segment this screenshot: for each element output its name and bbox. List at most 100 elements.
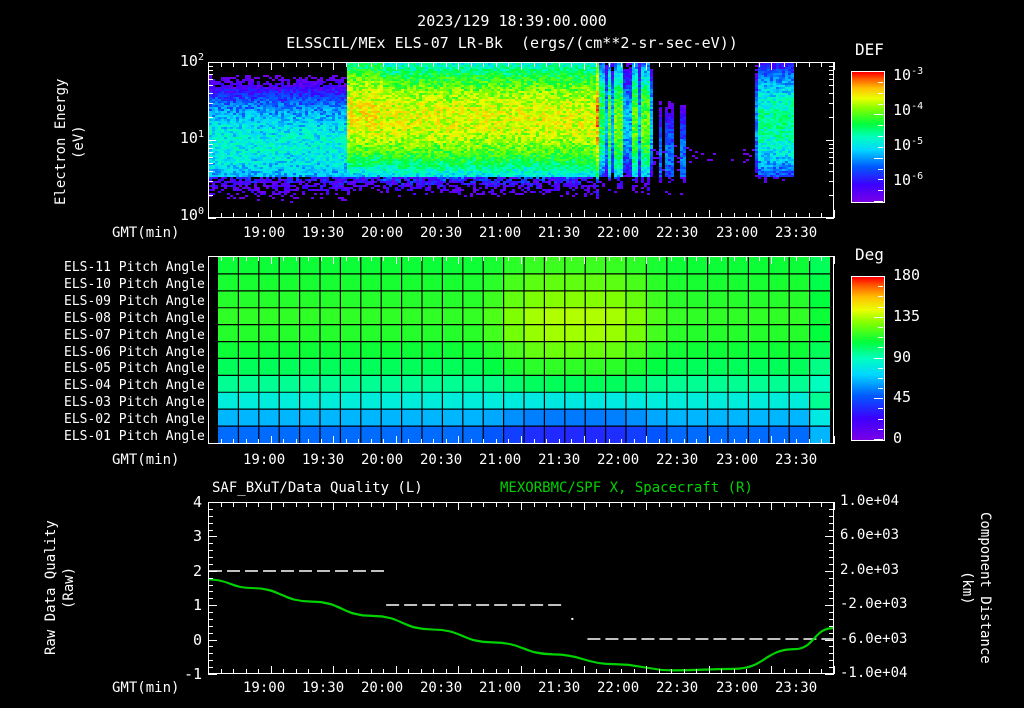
bottom-ytick-left: -1 <box>183 665 202 683</box>
pitch-angle-xlabel: GMT(min) <box>112 452 180 468</box>
bottom-title-left: SAF_BXuT/Data Quality (L) <box>212 480 423 496</box>
plot-subtitle: ELSSCIL/MEx ELS-07 LR-Bk (ergs/(cm**2-sr… <box>286 34 738 52</box>
bottom-ytick <box>825 536 834 537</box>
bottom-ytick <box>829 550 834 551</box>
pitch-xtick-label: 22:30 <box>656 452 699 468</box>
def-cb-tick <box>874 201 883 202</box>
bottom-ytick <box>829 667 834 668</box>
bottom-ytick <box>825 640 834 641</box>
def-cb-tick <box>878 82 883 83</box>
bottom-ytick <box>208 516 213 517</box>
ytick-exponent: 1 <box>197 129 204 140</box>
bottom-xtick-label: 23:00 <box>716 680 759 696</box>
bottom-line-plot <box>209 503 833 673</box>
def-colorbar-label: 10-5 <box>893 136 923 154</box>
deg-cb-tick <box>878 347 883 348</box>
bottom-ytick-right: 1.0e+04 <box>840 493 900 509</box>
bottom-ytick <box>208 605 217 606</box>
pitch-xtick-label: 23:30 <box>775 452 818 468</box>
bottom-xtick-label: 19:30 <box>302 680 345 696</box>
deg-cb-tick <box>878 286 883 287</box>
def-cb-tick <box>874 114 883 115</box>
deg-cb-tick <box>874 439 883 440</box>
pitch-xtick-label: 21:00 <box>479 452 522 468</box>
bottom-ytick <box>208 564 213 565</box>
bottom-ytick <box>208 653 213 654</box>
bottom-ytick <box>208 619 213 620</box>
bottom-ytick <box>208 543 213 544</box>
pitch-row-label: ELS-11 Pitch Angle <box>64 260 205 275</box>
bottom-ytick <box>829 619 834 620</box>
spectrogram-xtick-label: 20:30 <box>420 225 463 241</box>
spectrogram-ytick-label: 102 <box>160 52 204 70</box>
bottom-ytick <box>208 674 217 675</box>
bottom-xtick-label: 21:30 <box>538 680 581 696</box>
bottom-ytick <box>208 660 213 661</box>
deg-cb-tick <box>878 419 883 420</box>
spectrogram-xtick-label: 23:30 <box>775 225 818 241</box>
bottom-ylabel-right: Component Distance (km) <box>959 511 993 664</box>
deg-cb-tick <box>878 378 883 379</box>
bottom-ytick <box>829 516 834 517</box>
def-cb-tick <box>874 158 883 159</box>
bottom-ytick <box>829 660 834 661</box>
bottom-title-right: MEXORBMC/SPF X, Spacecraft (R) <box>500 480 753 496</box>
ytick-exponent: 0 <box>197 206 204 217</box>
spectrogram-xtick-label: 21:00 <box>479 225 522 241</box>
bottom-ytick <box>829 646 834 647</box>
deg-cb-tick <box>874 398 883 399</box>
bottom-xtick-label: 20:30 <box>420 680 463 696</box>
pitch-xtick-label: 23:00 <box>716 452 759 468</box>
ytick-base: 10 <box>179 206 198 224</box>
bottom-ytick <box>208 626 213 627</box>
spectrogram-xtick-label: 23:00 <box>716 225 759 241</box>
deg-colorbar-label: 45 <box>893 388 912 406</box>
spectrogram-xtick-label: 19:00 <box>243 225 286 241</box>
bottom-xtick-label: 20:00 <box>361 680 404 696</box>
spectrogram-xtick-label: 21:30 <box>538 225 581 241</box>
bottom-ytick <box>829 598 834 599</box>
def-colorbar-gradient <box>851 71 885 203</box>
bottom-ytick <box>825 605 834 606</box>
deg-colorbar-label: 135 <box>893 307 921 325</box>
deg-cb-tick <box>878 296 883 297</box>
pitch-row-label: ELS-08 Pitch Angle <box>64 311 205 326</box>
spectrogram-xtick-label: 20:00 <box>361 225 404 241</box>
def-cb-tick <box>878 93 883 94</box>
bottom-ytick <box>829 509 834 510</box>
cb-exponent: -5 <box>911 136 924 147</box>
pitch-row-label: ELS-10 Pitch Angle <box>64 277 205 292</box>
def-cb-tick <box>878 190 883 191</box>
bottom-ytick <box>829 585 834 586</box>
pitch-row-label: ELS-02 Pitch Angle <box>64 412 205 427</box>
bottom-ytick-right: 6.0e+03 <box>840 527 900 543</box>
spectrogram-image <box>209 63 833 217</box>
pitch-xtick-label: 21:30 <box>538 452 581 468</box>
deg-colorbar-label: 180 <box>893 266 921 284</box>
deg-colorbar-label: 90 <box>893 348 912 366</box>
plot-timestamp: 2023/129 18:39:00.000 <box>417 12 607 30</box>
spectrogram-xtick-label: 19:30 <box>302 225 345 241</box>
bottom-ytick <box>208 550 213 551</box>
cb-exponent: -6 <box>911 171 924 182</box>
pitch-xtick-label: 22:00 <box>597 452 640 468</box>
deg-colorbar-label: 0 <box>893 429 903 447</box>
bottom-xtick-label: 21:00 <box>479 680 522 696</box>
bottom-ytick <box>208 612 213 613</box>
bottom-ytick <box>208 557 213 558</box>
bottom-ytick <box>829 557 834 558</box>
bottom-ytick <box>208 598 213 599</box>
def-colorbar-label: 10-3 <box>893 66 923 84</box>
bottom-ytick <box>208 646 213 647</box>
def-colorbar-label: 10-4 <box>893 101 923 119</box>
pitch-xtick-label: 20:00 <box>361 452 404 468</box>
bottom-ytick-right: -6.0e+03 <box>840 631 908 647</box>
bottom-ytick <box>825 502 834 503</box>
def-cb-tick <box>878 169 883 170</box>
pitch-angle-image <box>218 257 830 443</box>
bottom-ytick <box>829 578 834 579</box>
spectrogram-ytick-label: 101 <box>160 129 204 147</box>
deg-cb-tick <box>878 327 883 328</box>
bottom-ytick <box>208 640 217 641</box>
bottom-ytick <box>825 674 834 675</box>
